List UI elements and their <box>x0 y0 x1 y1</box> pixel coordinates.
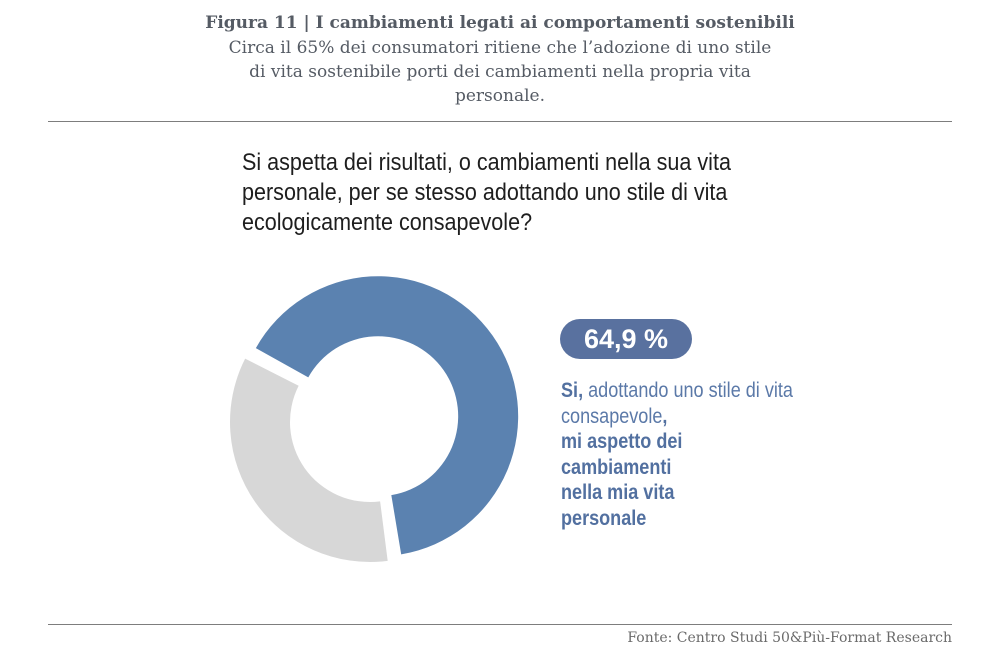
answer-bold-line-2: cambiamenti <box>561 455 672 479</box>
bottom-divider <box>48 624 952 625</box>
figure-title: Figura 11 | I cambiamenti legati ai comp… <box>205 13 795 33</box>
answer-comma: , <box>662 404 668 428</box>
answer-bold-line-1: mi aspetto dei <box>561 430 683 453</box>
donut-chart <box>230 276 519 562</box>
top-divider <box>48 121 952 122</box>
answer-description: Si, adottando uno stile di vita consapev… <box>561 378 819 531</box>
figure-subtitle: Circa il 65% dei consumatori ritiene che… <box>228 38 772 106</box>
answer-si: Si, <box>561 379 584 402</box>
percentage-badge: 64,9 % <box>560 319 692 359</box>
donut-slice-si <box>255 276 519 555</box>
answer-bold-line-3: nella mia vita <box>561 481 675 504</box>
answer-middle: adottando uno stile di vita consapevole <box>561 379 793 428</box>
donut-slice-other <box>230 358 388 562</box>
chart-header: Figura 11 | I cambiamenti legati ai comp… <box>0 10 1000 108</box>
answer-bold-line-4: personale <box>561 506 647 530</box>
source-note: Fonte: Centro Studi 50&Più-Format Resear… <box>627 630 952 646</box>
survey-question: Si aspetta dei risultati, o cambiamenti … <box>242 149 731 236</box>
